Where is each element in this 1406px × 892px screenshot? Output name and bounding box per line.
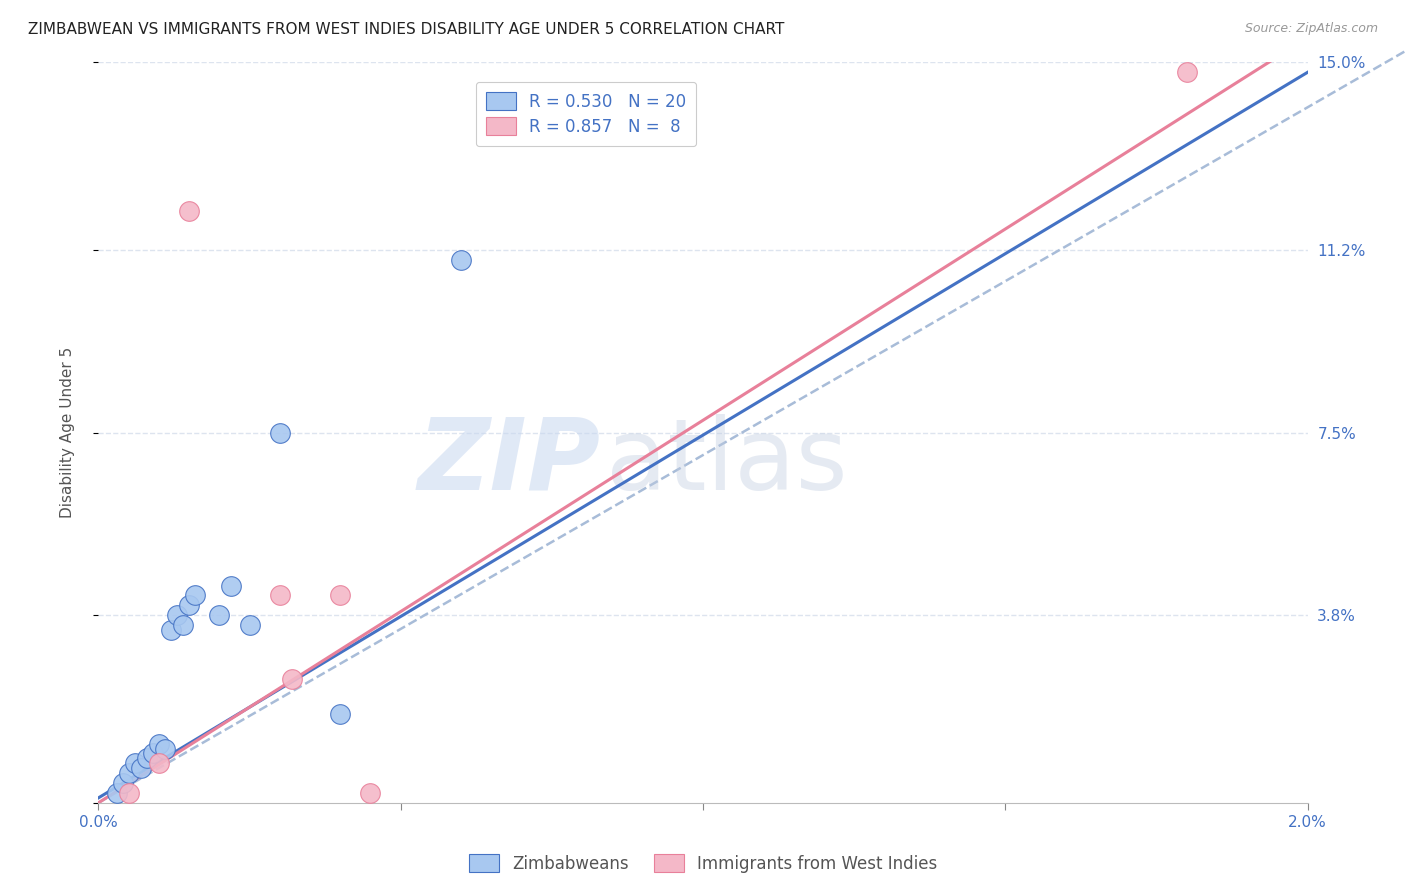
- Point: [148, 756, 170, 771]
- Point: [166, 608, 188, 623]
- Point: [1175, 65, 1198, 79]
- Point: [360, 786, 382, 800]
- Point: [118, 766, 141, 780]
- Point: [450, 252, 472, 267]
- Point: [148, 737, 170, 751]
- Legend: Zimbabweans, Immigrants from West Indies: Zimbabweans, Immigrants from West Indies: [463, 847, 943, 880]
- Point: [153, 741, 176, 756]
- Point: [281, 673, 304, 687]
- Point: [118, 786, 141, 800]
- Point: [221, 579, 243, 593]
- Point: [329, 589, 352, 603]
- Point: [239, 618, 262, 632]
- Point: [208, 608, 231, 623]
- Point: [184, 589, 207, 603]
- Point: [172, 618, 194, 632]
- Legend: R = 0.530   N = 20, R = 0.857   N =  8: R = 0.530 N = 20, R = 0.857 N = 8: [475, 82, 696, 146]
- Point: [269, 589, 291, 603]
- Text: Source: ZipAtlas.com: Source: ZipAtlas.com: [1244, 22, 1378, 36]
- Point: [124, 756, 146, 771]
- Point: [142, 747, 165, 761]
- Y-axis label: Disability Age Under 5: Disability Age Under 5: [60, 347, 75, 518]
- Point: [129, 761, 152, 775]
- Point: [111, 776, 134, 790]
- Point: [135, 751, 157, 765]
- Point: [160, 623, 183, 637]
- Text: ZIP: ZIP: [418, 414, 600, 511]
- Text: ZIMBABWEAN VS IMMIGRANTS FROM WEST INDIES DISABILITY AGE UNDER 5 CORRELATION CHA: ZIMBABWEAN VS IMMIGRANTS FROM WEST INDIE…: [28, 22, 785, 37]
- Point: [179, 203, 201, 218]
- Text: atlas: atlas: [606, 414, 848, 511]
- Point: [105, 786, 128, 800]
- Point: [269, 425, 291, 440]
- Point: [179, 599, 201, 613]
- Point: [329, 706, 352, 721]
